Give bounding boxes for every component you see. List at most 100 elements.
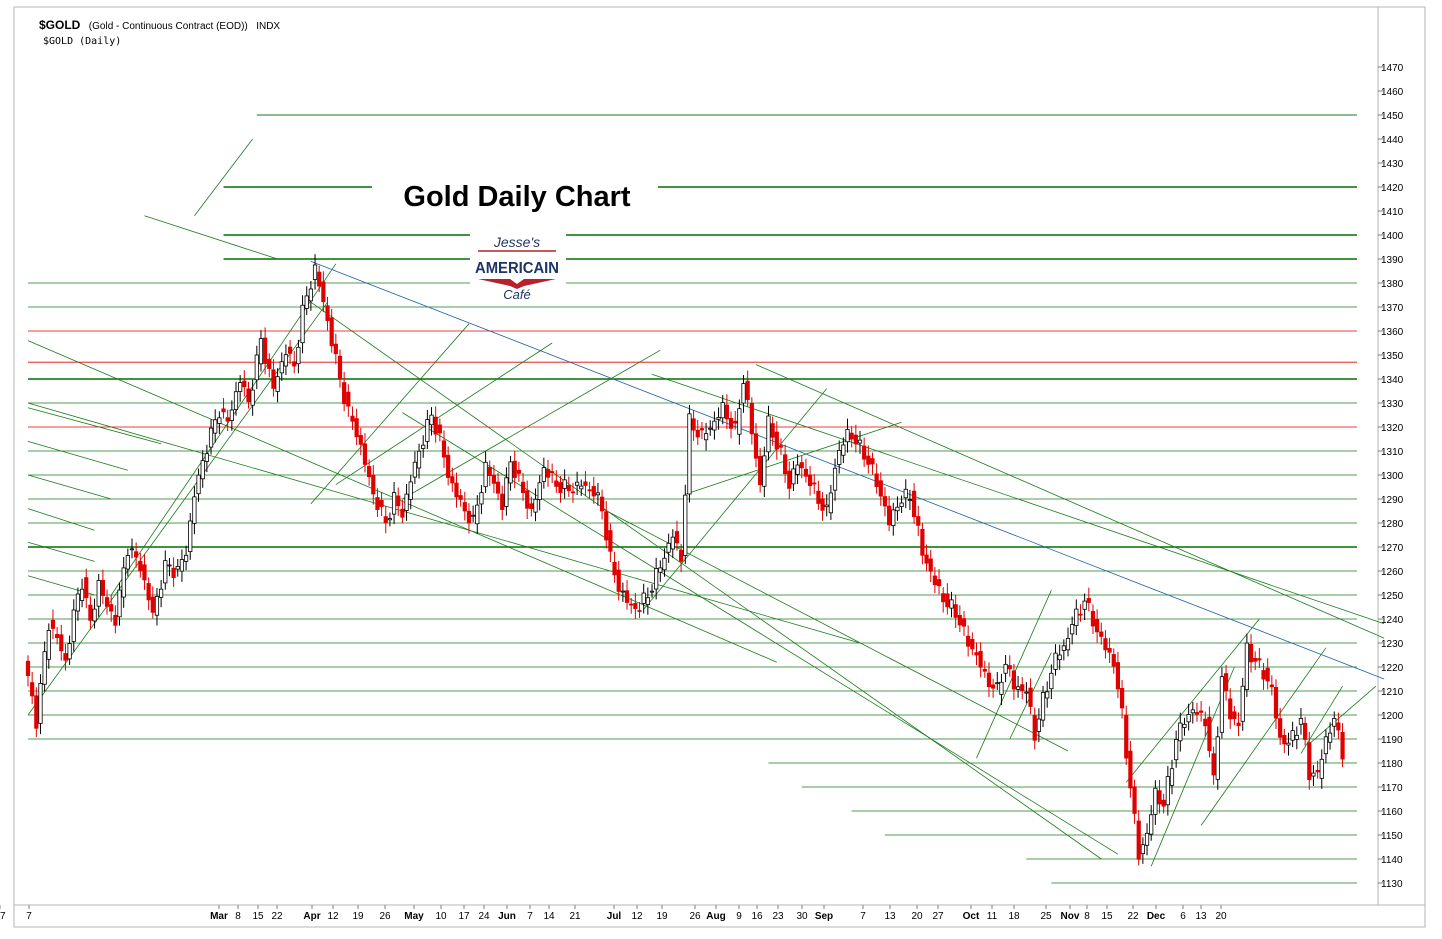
candle-body [454,482,459,498]
candle-body [296,346,301,365]
candle-body [1011,670,1017,690]
candle-body [188,520,193,553]
candle-body [337,355,343,379]
candle-body [375,497,380,510]
diagonal-trendline [1300,685,1343,754]
candle-body [1103,638,1108,651]
candle-body [774,431,779,450]
candle-body [936,579,942,587]
candle-body [579,485,584,490]
candle-body [1232,711,1237,720]
x-tick-label: 19 [352,911,364,922]
candle-body [911,490,917,518]
candle-body [96,580,101,607]
y-tick-label: 1150 [1381,831,1403,842]
candle-body [1248,644,1254,663]
candle-body [978,651,983,668]
candle-body [1111,654,1116,667]
candle-body [945,593,950,608]
candle-body [192,496,197,524]
candle-body [970,639,975,650]
candle-body [920,529,925,556]
candle-body [986,672,992,688]
candle-body [887,505,892,526]
x-axis-band [13,904,1426,928]
candle-body [778,445,784,448]
candle-body [554,480,559,487]
candle-body [995,682,1000,685]
logo-line-3: Café [503,287,530,302]
candle-body [891,509,896,526]
diagonal-trendline [643,388,828,610]
candle-body [404,493,409,511]
candle-body [899,502,904,507]
candle-body [1061,645,1066,651]
candle-body [304,295,309,309]
diagonal-trendline [601,508,1069,752]
candle-body [1169,768,1175,786]
candle-body [787,470,792,489]
candle-body [695,429,700,438]
candle-body [30,682,35,697]
candle-body [728,418,734,429]
candle-body [1053,652,1058,670]
y-tick-label: 1140 [1381,855,1403,866]
candle-body [591,486,596,497]
candle-body [208,427,214,448]
y-tick-label: 1190 [1381,735,1403,746]
candle-body [832,467,838,491]
y-tick-label: 1230 [1381,639,1404,650]
candle-body [233,391,239,410]
candle-body [550,471,555,473]
x-tick-label: 27 [0,911,6,922]
candle-body [1040,692,1046,721]
candle-body [1265,667,1270,682]
candle-body [1203,718,1208,727]
y-axis-band [1377,6,1426,906]
candle-body [154,596,160,616]
x-tick-label: 8 [235,911,241,922]
candle-body [1240,685,1245,722]
y-tick-label: 1380 [1381,279,1404,290]
candle-body [271,369,276,389]
candle-body [991,684,996,689]
candle-body [637,610,642,612]
candle-body [479,492,484,505]
x-tick-label: Nov [1061,911,1080,922]
candle-body [1211,753,1216,776]
candle-body [895,506,900,512]
candle-body [870,458,875,465]
candle-body [762,455,767,487]
candle-body [362,443,368,465]
candle-body [121,567,126,598]
candle-body [1074,608,1079,626]
candle-body [371,474,376,495]
candle-body [1244,642,1249,690]
x-tick-label: 15 [252,911,264,922]
candle-body [662,557,667,571]
y-tick-label: 1260 [1381,567,1404,578]
candle-body [508,461,513,484]
y-tick-label: 1130 [1381,879,1403,890]
candle-body [1128,750,1133,789]
candle-body [1282,735,1287,745]
candle-body [1078,613,1083,616]
diagonal-trendline [194,138,253,217]
candle-body [150,596,155,613]
candle-body [333,343,338,355]
candle-body [687,413,692,495]
x-tick-label: 30 [796,911,808,922]
candle-body [317,271,322,287]
diagonal-trendline [402,349,661,500]
candle-body [495,481,501,494]
candle-body [50,619,56,629]
candle-body [737,408,742,435]
x-tick-label: 13 [1195,911,1207,922]
candle-body [824,504,829,508]
y-tick-label: 1430 [1381,159,1404,170]
candle-body [79,588,85,601]
candle-body [354,418,359,438]
y-tick-label: 1360 [1381,327,1404,338]
candle-body [525,490,530,509]
candle-body [541,467,546,482]
